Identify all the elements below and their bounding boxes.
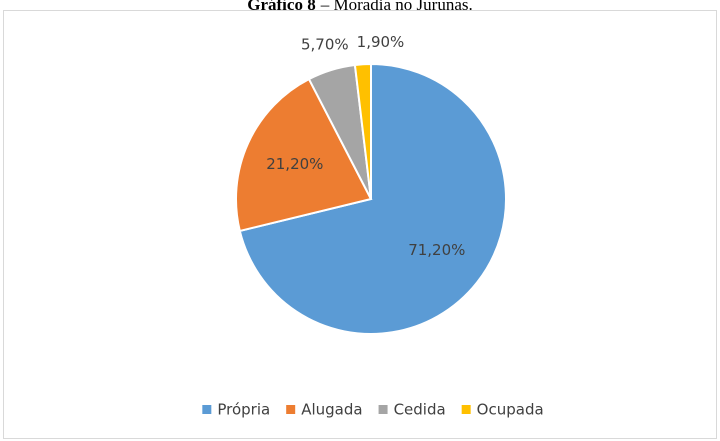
legend-swatch (286, 405, 296, 414)
legend-swatch (378, 405, 388, 414)
legend-label: Alugada (301, 401, 362, 419)
data-label: 1,90% (357, 33, 405, 51)
pie-slice (238, 62, 507, 335)
data-label: 21,20% (266, 155, 323, 173)
legend-swatch (461, 405, 471, 414)
pie-slice (353, 62, 372, 200)
legend-label: Cedida (394, 401, 446, 419)
legend-label: Própria (217, 401, 270, 419)
data-label: 5,70% (301, 36, 349, 54)
legend-swatch (202, 405, 212, 414)
data-label: 71,20% (408, 241, 465, 259)
pie-slice (235, 77, 373, 233)
legend-label: Ocupada (477, 401, 544, 419)
chart-title-prefix: Gráfico 8 (247, 0, 315, 14)
chart-title: – Moradia no Jurunas. (320, 0, 473, 14)
